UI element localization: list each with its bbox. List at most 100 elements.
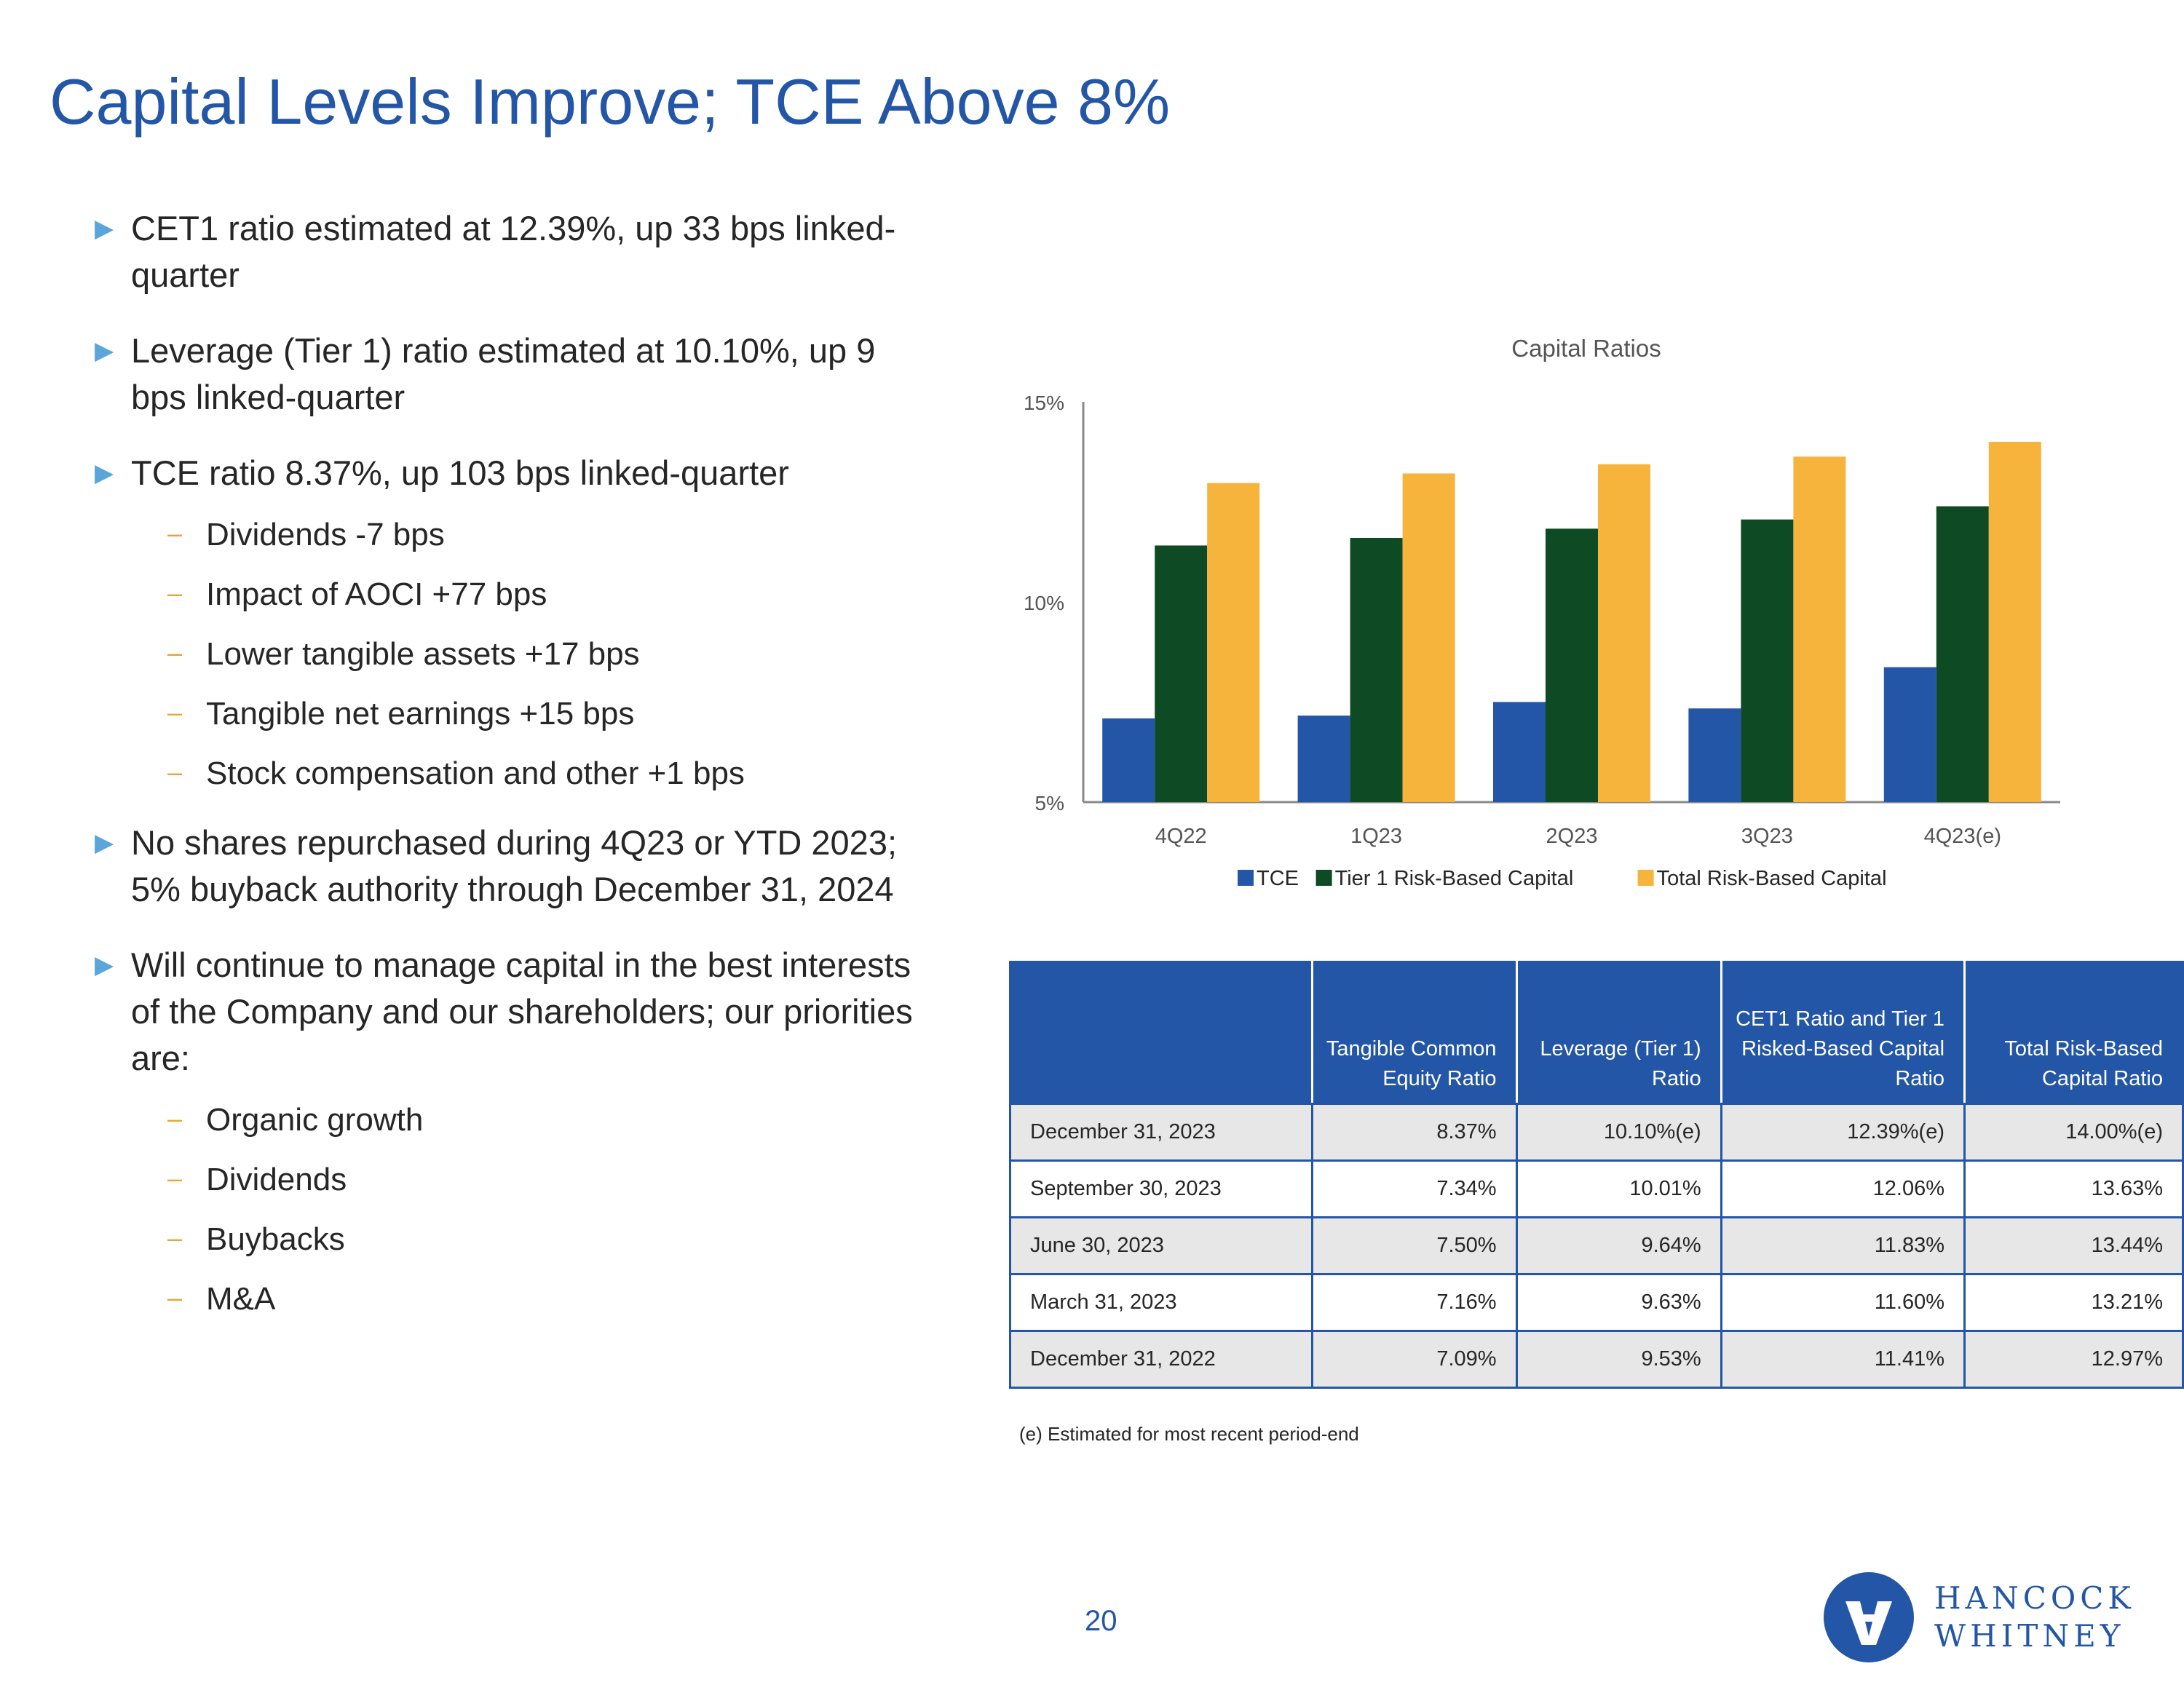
bar-total-risk-based-capital — [1598, 464, 1650, 802]
bullet-arrow-icon: ▶ — [95, 215, 114, 242]
bullet-text: No shares repurchased during 4Q23 or YTD… — [131, 823, 898, 908]
sub-bullet-item: – Buybacks — [95, 1217, 925, 1262]
sub-bullet-item: – Stock compensation and other +1 bps — [95, 751, 925, 796]
bullet-item: ▶ No shares repurchased during 4Q23 or YT… — [95, 820, 925, 913]
x-tick-label: 4Q22 — [1155, 825, 1207, 848]
column-header: Total Risk-Based Capital Ratio — [1963, 961, 2184, 1105]
table-cell: 10.01% — [1515, 1159, 1722, 1218]
y-tick-label: 15% — [1024, 392, 1064, 414]
bar-tier-1-risk-based-capital — [1350, 538, 1403, 802]
bar-tier-1-risk-based-capital — [1936, 506, 1989, 802]
table-cell: 7.34% — [1310, 1159, 1518, 1218]
legend-swatch — [1315, 870, 1332, 886]
y-tick-label: 5% — [1035, 792, 1064, 814]
row-date: December 31, 2023 — [1009, 1103, 1313, 1162]
bullet-text: Leverage (Tier 1) ratio estimated at 10.… — [131, 331, 876, 416]
logo-line1: HANCOCK — [1934, 1580, 2135, 1616]
capital-table-wrapper: Tangible Common Equity Ratio Leverage (Ti… — [1009, 961, 2184, 1389]
bullet-arrow-icon: ▶ — [95, 951, 114, 979]
bar-tce — [1102, 718, 1155, 802]
table-row: September 30, 2023 7.34% 10.01% 12.06% 13.63… — [1009, 1159, 2184, 1218]
table-cell: 7.50% — [1310, 1216, 1518, 1275]
sub-bullet-item: – Organic growth — [95, 1098, 925, 1143]
dash-icon: – — [167, 638, 183, 667]
bar-tier-1-risk-based-capital — [1546, 528, 1598, 802]
column-header: Tangible Common Equity Ratio — [1310, 961, 1518, 1105]
sub-bullet-text: Impact of AOCI +77 bps — [206, 576, 547, 612]
x-tick-label: 4Q23(e) — [1924, 825, 2001, 848]
table-cell: 7.09% — [1310, 1330, 1518, 1389]
bullet-text: TCE ratio 8.37%, up 103 bps linked-quart… — [131, 453, 789, 492]
sub-bullet-list: – Organic growth – Dividends – Buybacks – M&A — [95, 1098, 925, 1322]
bar-tce — [1493, 702, 1546, 802]
bullet-arrow-icon: ▶ — [95, 337, 114, 365]
dash-icon: – — [167, 1282, 183, 1312]
table-cell: 12.39%(e) — [1720, 1103, 1966, 1162]
bar-tier-1-risk-based-capital — [1155, 545, 1208, 802]
table-cell: 14.00%(e) — [1963, 1103, 2184, 1162]
column-header: Leverage (Tier 1) Ratio — [1515, 961, 1722, 1105]
bullet-item: ▶ Leverage (Tier 1) ratio estimated at 10… — [95, 328, 925, 421]
sub-bullet-item: – Lower tangible assets +17 bps — [95, 632, 925, 677]
sub-bullet-text: Dividends — [206, 1162, 347, 1197]
bullet-arrow-icon: ▶ — [95, 459, 114, 487]
column-header: CET1 Ratio and Tier 1 Risked-Based Capit… — [1720, 961, 1966, 1105]
bar-tce — [1883, 667, 1936, 802]
x-tick-label: 1Q23 — [1350, 825, 1402, 848]
table-cell: 8.37% — [1310, 1103, 1518, 1162]
table-cell: 9.53% — [1515, 1330, 1722, 1389]
dash-icon: – — [167, 697, 183, 727]
table-body: December 31, 2023 8.37% 10.10%(e) 12.39%(e)… — [1009, 1103, 2184, 1389]
bar-tier-1-risk-based-capital — [1741, 519, 1794, 802]
bullet-list: ▶ CET1 ratio estimated at 12.39%, up 33 b… — [95, 205, 925, 1345]
sub-bullet-text: Buybacks — [206, 1221, 345, 1257]
chart-title: Capital Ratios — [1511, 335, 1661, 362]
sub-bullet-item: – Dividends — [95, 1157, 925, 1202]
table-row: December 31, 2023 8.37% 10.10%(e) 12.39%(e)… — [1009, 1103, 2184, 1162]
page-title: Capital Levels Improve; TCE Above 8% — [50, 66, 1171, 138]
table-cell: 7.16% — [1310, 1273, 1518, 1332]
column-header — [1009, 961, 1313, 1105]
x-tick-label: 3Q23 — [1741, 825, 1793, 848]
bar-total-risk-based-capital — [1402, 473, 1455, 802]
sub-bullet-item: – Tangible net earnings +15 bps — [95, 691, 925, 737]
sub-bullet-text: M&A — [206, 1281, 276, 1317]
legend-swatch — [1637, 870, 1654, 886]
sub-bullet-item: – Impact of AOCI +77 bps — [95, 572, 925, 617]
table-cell: 11.60% — [1720, 1273, 1966, 1332]
bar-tce — [1688, 708, 1741, 802]
bullet-text: Will continue to manage capital in the b… — [131, 945, 913, 1077]
dash-icon: – — [167, 757, 183, 787]
sub-bullet-item: – Dividends -7 bps — [95, 512, 925, 558]
row-date: September 30, 2023 — [1009, 1159, 1313, 1218]
logo-line2: WHITNEY — [1934, 1618, 2125, 1654]
bullet-arrow-icon: ▶ — [95, 829, 114, 857]
x-tick-label: 2Q23 — [1546, 825, 1598, 848]
bar-total-risk-based-capital — [1793, 456, 1846, 802]
bullet-item: ▶ Will continue to manage capital in the … — [95, 942, 925, 1082]
table-cell: 12.97% — [1963, 1330, 2184, 1389]
footnote: (e) Estimated for most recent period-end — [1019, 1423, 1359, 1445]
row-date: June 30, 2023 — [1009, 1216, 1313, 1275]
bullet-text: CET1 ratio estimated at 12.39%, up 33 bp… — [131, 209, 896, 294]
dash-icon: – — [167, 1223, 183, 1253]
table-row: March 31, 2023 7.16% 9.63% 11.60% 13.21% — [1009, 1273, 2184, 1332]
table-cell: 11.41% — [1720, 1330, 1966, 1389]
sub-bullet-text: Lower tangible assets +17 bps — [206, 636, 640, 672]
bar-tce — [1297, 715, 1350, 802]
sub-bullet-list: – Dividends -7 bps – Impact of AOCI +77 bps… — [95, 512, 925, 796]
dash-icon: – — [167, 578, 183, 608]
dash-icon: – — [167, 1163, 183, 1193]
dash-icon: – — [167, 518, 183, 548]
bar-total-risk-based-capital — [1988, 442, 2041, 802]
legend-label: Total Risk-Based Capital — [1657, 867, 1887, 890]
table-cell: 9.63% — [1515, 1273, 1722, 1332]
table-row: June 30, 2023 7.50% 9.64% 11.83% 13.44% — [1009, 1216, 2184, 1275]
table-cell: 12.06% — [1720, 1159, 1966, 1218]
table-cell: 10.10%(e) — [1515, 1103, 1722, 1162]
legend-label: Tier 1 Risk-Based Capital — [1335, 867, 1574, 890]
bullet-item: ▶ CET1 ratio estimated at 12.39%, up 33 b… — [95, 205, 925, 298]
table-header-row: Tangible Common Equity Ratio Leverage (Ti… — [1009, 961, 2184, 1105]
sub-bullet-text: Stock compensation and other +1 bps — [206, 756, 745, 791]
logo-mark-icon — [1824, 1572, 1914, 1662]
